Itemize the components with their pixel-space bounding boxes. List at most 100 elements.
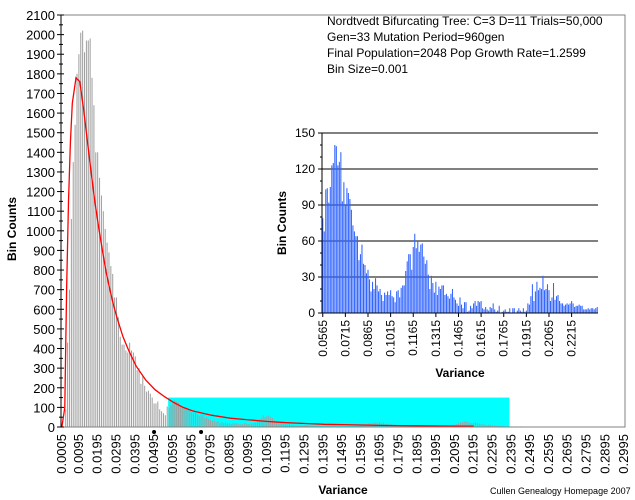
main-y-tick-label: 700 bbox=[33, 283, 55, 298]
inset-bar bbox=[501, 311, 503, 313]
main-bar bbox=[273, 420, 275, 427]
inset-bar bbox=[581, 305, 583, 313]
inset-bar bbox=[522, 308, 524, 313]
main-bar bbox=[499, 425, 501, 427]
inset-bar bbox=[429, 289, 431, 313]
main-bar bbox=[142, 375, 144, 427]
main-y-tick-label: 1500 bbox=[26, 126, 55, 141]
inset-bar bbox=[482, 308, 484, 313]
inset-bar bbox=[403, 285, 405, 313]
main-bar bbox=[245, 423, 247, 427]
inset-bar bbox=[545, 289, 547, 313]
inset-bar bbox=[464, 302, 466, 313]
inset-bar bbox=[334, 145, 336, 313]
inset-bar bbox=[571, 301, 573, 313]
inset-bar bbox=[412, 247, 414, 313]
inset-bar bbox=[408, 254, 410, 313]
inset-bar bbox=[331, 165, 333, 313]
inset-bar bbox=[486, 309, 488, 313]
main-bar bbox=[249, 424, 251, 427]
info-line-1: Nordtvedt Bifurcating Tree: C=3 D=11 Tri… bbox=[327, 14, 603, 28]
inset-bar bbox=[430, 275, 432, 313]
inset-bar bbox=[388, 295, 390, 313]
main-bar bbox=[170, 405, 172, 427]
main-bar bbox=[87, 40, 89, 427]
inset-bar bbox=[473, 303, 475, 313]
inset-bar bbox=[528, 304, 530, 313]
main-bar bbox=[460, 422, 462, 427]
main-y-axis-label: Bin Counts bbox=[5, 197, 19, 261]
inset-bar bbox=[454, 299, 457, 313]
inset-bar bbox=[384, 292, 386, 313]
main-bar bbox=[91, 77, 93, 427]
main-bars bbox=[65, 30, 540, 428]
inset-bar bbox=[513, 308, 515, 313]
main-bar bbox=[211, 421, 213, 427]
main-bar bbox=[68, 289, 70, 427]
inset-bar bbox=[370, 291, 372, 313]
inset-bar bbox=[399, 297, 401, 313]
main-bar bbox=[131, 350, 133, 427]
inset-bar bbox=[562, 303, 564, 313]
main-y-tick-label: 800 bbox=[33, 263, 55, 278]
inset-y-axis-label: Bin Counts bbox=[275, 191, 289, 255]
inset-x-tick-label: 0.1465 bbox=[452, 320, 466, 357]
main-bar bbox=[480, 424, 482, 427]
inset-bar bbox=[337, 165, 339, 313]
main-bar bbox=[72, 162, 74, 427]
main-bar bbox=[102, 211, 104, 427]
inset-bar bbox=[574, 307, 576, 313]
main-y-tick-label: 1700 bbox=[26, 86, 55, 101]
inset-bar bbox=[402, 285, 404, 313]
inset-bar bbox=[322, 218, 324, 313]
inset-bar bbox=[349, 199, 351, 313]
main-bar bbox=[174, 400, 176, 427]
main-y-tick-label: 600 bbox=[33, 302, 55, 317]
inset-bar bbox=[438, 286, 440, 313]
inset-bar bbox=[424, 263, 426, 313]
main-x-tick-label: 0.0295 bbox=[109, 434, 124, 474]
inset-x-tick-label: 0.0715 bbox=[338, 320, 352, 357]
inset-bar bbox=[415, 248, 417, 313]
main-bar bbox=[255, 422, 257, 427]
main-bar bbox=[193, 413, 195, 427]
main-bar bbox=[486, 425, 488, 427]
main-bar bbox=[478, 423, 480, 427]
main-bar bbox=[151, 397, 153, 427]
main-bar bbox=[309, 425, 311, 427]
inset-bar bbox=[453, 297, 455, 313]
inset-bar bbox=[587, 308, 589, 313]
inset-bar bbox=[338, 161, 340, 313]
inset-bar bbox=[451, 289, 453, 313]
inset-bar bbox=[477, 301, 479, 313]
main-bar bbox=[164, 415, 166, 427]
main-y-tick-label: 1100 bbox=[27, 204, 55, 219]
main-plot: 0100200300400500600700800900100011001200… bbox=[5, 8, 631, 497]
inset-bar bbox=[586, 309, 588, 313]
main-bar bbox=[491, 425, 493, 427]
inset-bar bbox=[509, 308, 511, 313]
main-x-tick-label: 0.1995 bbox=[428, 434, 443, 474]
inset-bar bbox=[362, 263, 365, 313]
main-bar bbox=[409, 425, 411, 427]
main-bar bbox=[179, 405, 181, 427]
main-y-tick-label: 500 bbox=[33, 322, 55, 337]
main-bar bbox=[204, 418, 206, 427]
main-bar bbox=[104, 228, 106, 427]
inset-bar bbox=[584, 309, 586, 313]
inset-bar bbox=[578, 304, 580, 313]
main-bar bbox=[147, 390, 149, 427]
main-bar bbox=[253, 423, 255, 427]
main-bar bbox=[209, 420, 211, 427]
inset-bar bbox=[432, 283, 434, 313]
main-y-tick-label: 2100 bbox=[26, 8, 55, 23]
inset-bar bbox=[530, 296, 532, 313]
inset-bar bbox=[543, 290, 545, 313]
main-bar bbox=[307, 425, 309, 427]
main-y-tick-label: 1400 bbox=[26, 145, 55, 160]
main-bar bbox=[488, 424, 490, 427]
inset-bar bbox=[565, 304, 567, 313]
inset-bar bbox=[527, 303, 529, 313]
main-x-tick-label: 0.1795 bbox=[391, 434, 406, 474]
main-bar bbox=[219, 423, 221, 427]
